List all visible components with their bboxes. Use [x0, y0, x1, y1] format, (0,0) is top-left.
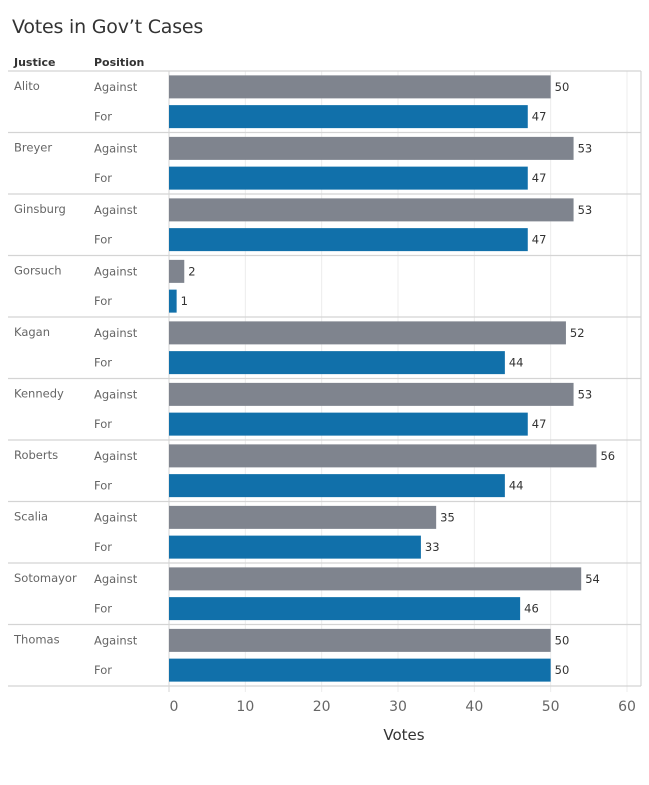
position-label: Against: [94, 203, 138, 217]
bar-against: [169, 198, 574, 222]
x-axis-title: Votes: [383, 726, 424, 744]
position-label: Against: [94, 633, 138, 647]
justice-label: Sotomayor: [14, 571, 77, 585]
data-label: 50: [555, 633, 570, 647]
position-label: Against: [94, 326, 138, 340]
position-label: For: [94, 479, 112, 493]
bar-for: [169, 535, 421, 559]
bar-against: [169, 321, 566, 345]
data-label: 47: [532, 233, 547, 247]
justice-label: Scalia: [14, 510, 48, 524]
chart-title: Votes in Gov’t Cases: [12, 16, 204, 38]
position-label: For: [94, 110, 112, 124]
x-tick-label: 20: [313, 699, 331, 715]
position-label: For: [94, 540, 112, 554]
data-label: 1: [181, 294, 188, 308]
x-tick-label: 50: [542, 699, 560, 715]
justice-label: Thomas: [13, 633, 60, 647]
bar-for: [169, 351, 505, 375]
data-label: 47: [532, 417, 547, 431]
bar-for: [169, 289, 177, 313]
bar-against: [169, 75, 551, 99]
justice-label: Alito: [14, 79, 40, 93]
justice-label: Kennedy: [14, 387, 64, 401]
position-label: Against: [94, 387, 138, 401]
justice-label: Roberts: [14, 448, 58, 462]
position-label: Against: [94, 264, 138, 278]
data-label: 46: [524, 602, 539, 616]
data-label: 50: [555, 663, 570, 677]
justice-label: Kagan: [14, 325, 50, 339]
data-label: 47: [532, 171, 547, 185]
bar-for: [169, 474, 505, 498]
position-label: For: [94, 233, 112, 247]
justice-label: Gorsuch: [14, 264, 62, 278]
position-label: For: [94, 663, 112, 677]
bar-for: [169, 658, 551, 682]
data-label: 53: [578, 203, 593, 217]
bar-for: [169, 228, 528, 252]
justice-label: Breyer: [14, 141, 52, 155]
data-label: 44: [509, 356, 524, 370]
data-label: 44: [509, 479, 524, 493]
data-label: 53: [578, 387, 593, 401]
bar-against: [169, 628, 551, 652]
data-label: 54: [585, 572, 600, 586]
position-label: For: [94, 417, 112, 431]
position-label: Against: [94, 510, 138, 524]
position-label: For: [94, 602, 112, 616]
bar-against: [169, 382, 574, 406]
bar-against: [169, 136, 574, 160]
bar-against: [169, 444, 597, 468]
position-label: Against: [94, 449, 138, 463]
bar-against: [169, 567, 582, 591]
position-label: Against: [94, 572, 138, 586]
header-justice: Justice: [14, 56, 56, 69]
position-label: For: [94, 294, 112, 308]
x-tick-label: 0: [170, 699, 179, 715]
x-tick-label: 60: [618, 699, 636, 715]
bar-against: [169, 505, 437, 529]
x-tick-label: 30: [389, 699, 407, 715]
data-label: 47: [532, 110, 547, 124]
bar-for: [169, 412, 528, 436]
data-label: 53: [578, 141, 593, 155]
position-label: For: [94, 171, 112, 185]
position-label: For: [94, 356, 112, 370]
bar-for: [169, 105, 528, 129]
header-position: Position: [94, 56, 145, 69]
bar-for: [169, 166, 528, 190]
x-tick-label: 10: [236, 699, 254, 715]
position-label: Against: [94, 80, 138, 94]
data-label: 2: [188, 264, 195, 278]
position-label: Against: [94, 141, 138, 155]
bar-against: [169, 259, 185, 283]
x-tick-label: 40: [465, 699, 483, 715]
data-label: 52: [570, 326, 585, 340]
justice-label: Ginsburg: [14, 202, 66, 216]
data-label: 50: [555, 80, 570, 94]
bar-for: [169, 597, 521, 621]
data-label: 33: [425, 540, 440, 554]
data-label: 56: [600, 449, 615, 463]
data-label: 35: [440, 510, 455, 524]
